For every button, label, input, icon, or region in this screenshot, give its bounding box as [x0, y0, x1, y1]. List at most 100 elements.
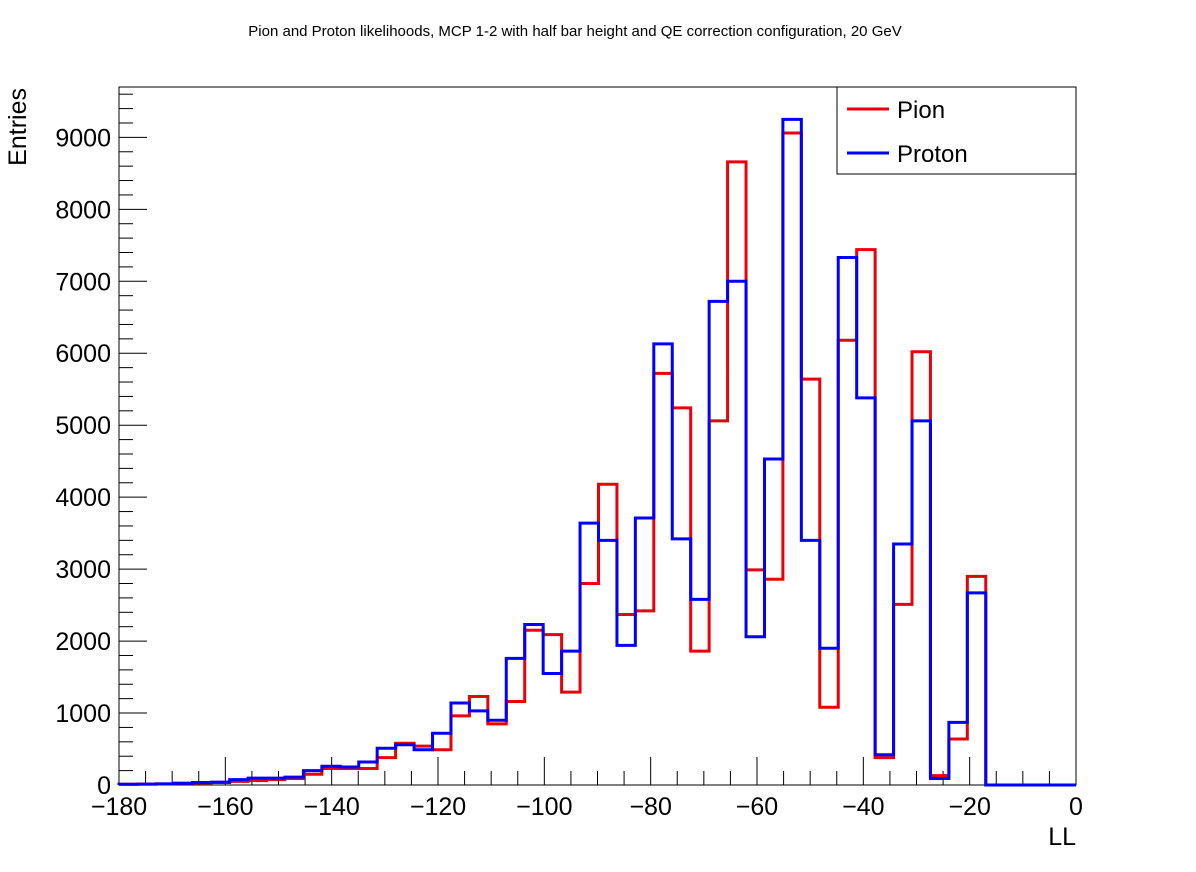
- y-tick-label: 2000: [55, 628, 111, 656]
- histogram-bin-pion: [451, 716, 469, 785]
- histogram-bin-pion: [912, 352, 930, 785]
- histogram-bin-proton: [967, 593, 985, 785]
- x-tick-label: 0: [1069, 793, 1083, 821]
- histogram-bin-proton: [377, 748, 395, 785]
- histogram-bin-pion: [764, 579, 782, 785]
- histogram-bin-pion: [783, 133, 801, 785]
- series-proton: [117, 117, 1076, 787]
- histogram-bin-pion: [525, 630, 543, 785]
- y-tick-label: 5000: [55, 412, 111, 440]
- histogram-bin-pion: [801, 379, 819, 785]
- histogram-bin-proton: [783, 119, 801, 785]
- x-tick-label: −160: [197, 793, 253, 821]
- histogram-bin-proton: [912, 421, 930, 785]
- x-tick-label: −120: [410, 793, 466, 821]
- y-tick-label: 4000: [55, 484, 111, 512]
- histogram-bin-pion: [949, 739, 967, 785]
- y-axis-tick-labels: 0 1000 2000 3000 4000 5000 6000 7000 8000 9000: [55, 124, 111, 800]
- histogram-bin-proton: [857, 398, 875, 785]
- x-tick-label: −180: [91, 793, 147, 821]
- histogram-bin-pion: [728, 162, 746, 785]
- histogram-line-proton: [117, 117, 1076, 787]
- histogram-bin-pion: [746, 570, 764, 785]
- histogram-bin-pion: [506, 702, 524, 785]
- y-tick-label: 6000: [55, 340, 111, 368]
- y-tick-label: 0: [97, 772, 111, 800]
- histogram-bin-proton: [820, 648, 838, 785]
- histogram-bin-pion: [691, 651, 709, 785]
- legend-label-proton: Proton: [897, 141, 968, 168]
- histogram-bin-pion: [340, 768, 358, 785]
- histogram-bin-pion: [894, 604, 912, 785]
- x-tick-label: −80: [629, 793, 671, 821]
- histogram-bin-pion: [672, 408, 690, 785]
- series-pion: [117, 131, 1076, 787]
- histogram-bin-proton: [838, 258, 856, 785]
- histogram-bin-proton: [488, 720, 506, 785]
- legend-label-pion: Pion: [897, 97, 945, 124]
- histogram-bin-proton: [801, 540, 819, 785]
- x-tick-label: −60: [736, 793, 778, 821]
- chart-title: Pion and Proton likelihoods, MCP 1-2 wit…: [248, 23, 901, 40]
- histogram-bin-proton: [875, 755, 893, 785]
- histogram-bin-proton: [691, 599, 709, 785]
- y-tick-label: 8000: [55, 196, 111, 224]
- histogram-bin-proton: [728, 281, 746, 785]
- histogram-bin-pion: [433, 750, 451, 785]
- x-tick-label: −40: [842, 793, 884, 821]
- histogram-bin-pion: [857, 250, 875, 785]
- histogram-bin-pion: [654, 373, 672, 785]
- histogram-bin-pion: [617, 614, 635, 785]
- histogram-bin-pion: [875, 758, 893, 785]
- histogram-bin-pion: [967, 576, 985, 785]
- histogram-bin-proton: [525, 625, 543, 785]
- y-axis-ticks: [119, 93, 147, 786]
- legend: Pion Proton: [836, 86, 1077, 175]
- histogram-bin-proton: [599, 540, 617, 785]
- histogram-bin-proton: [506, 658, 524, 785]
- histogram-bin-pion: [580, 584, 598, 785]
- x-axis-ticks: [118, 757, 1077, 785]
- histogram-bin-proton: [433, 733, 451, 785]
- y-tick-label: 3000: [55, 556, 111, 584]
- histogram-bin-proton: [414, 750, 432, 785]
- histogram-bin-proton: [635, 518, 653, 785]
- histogram-bin-pion: [709, 421, 727, 785]
- y-tick-label: 7000: [55, 268, 111, 296]
- histogram-bin-proton: [469, 711, 487, 785]
- histogram-bin-proton: [359, 762, 377, 785]
- histogram-bin-pion: [820, 707, 838, 785]
- x-tick-label: −140: [304, 793, 360, 821]
- histogram-bin-proton: [949, 722, 967, 785]
- histogram-bin-proton: [764, 459, 782, 785]
- histogram-bin-pion: [377, 758, 395, 785]
- histogram-bin-proton: [617, 645, 635, 785]
- histogram-bin-pion: [543, 635, 561, 785]
- histogram-bin-pion: [599, 484, 617, 785]
- plot-frame: [118, 86, 1077, 786]
- histogram-bin-proton: [746, 637, 764, 785]
- y-axis-title: Entries: [4, 88, 32, 166]
- x-tick-label: −20: [948, 793, 990, 821]
- x-tick-label: −100: [516, 793, 572, 821]
- y-tick-label: 1000: [55, 700, 111, 728]
- histogram-line-pion: [117, 131, 1076, 787]
- series-layer: [117, 117, 1076, 787]
- histogram-bin-pion: [414, 746, 432, 785]
- histogram-bin-proton: [543, 673, 561, 785]
- y-tick-label: 9000: [55, 124, 111, 152]
- histogram-bin-proton: [672, 539, 690, 785]
- histogram-bin-pion: [838, 340, 856, 785]
- legend-box: [836, 86, 1077, 175]
- histogram-bin-proton: [562, 651, 580, 785]
- histogram-bin-proton: [894, 544, 912, 785]
- histogram-bin-proton: [580, 523, 598, 785]
- histogram-bin-pion: [322, 768, 340, 785]
- histogram-bin-pion: [488, 724, 506, 785]
- histogram-bin-proton: [654, 344, 672, 785]
- histogram-bin-pion: [359, 768, 377, 785]
- x-axis-title: LL: [1048, 823, 1076, 851]
- histogram-bin-pion: [303, 774, 321, 785]
- x-axis-tick-labels: −180 −160 −140 −120 −100 −80 −60 −40 −20 0: [91, 793, 1083, 821]
